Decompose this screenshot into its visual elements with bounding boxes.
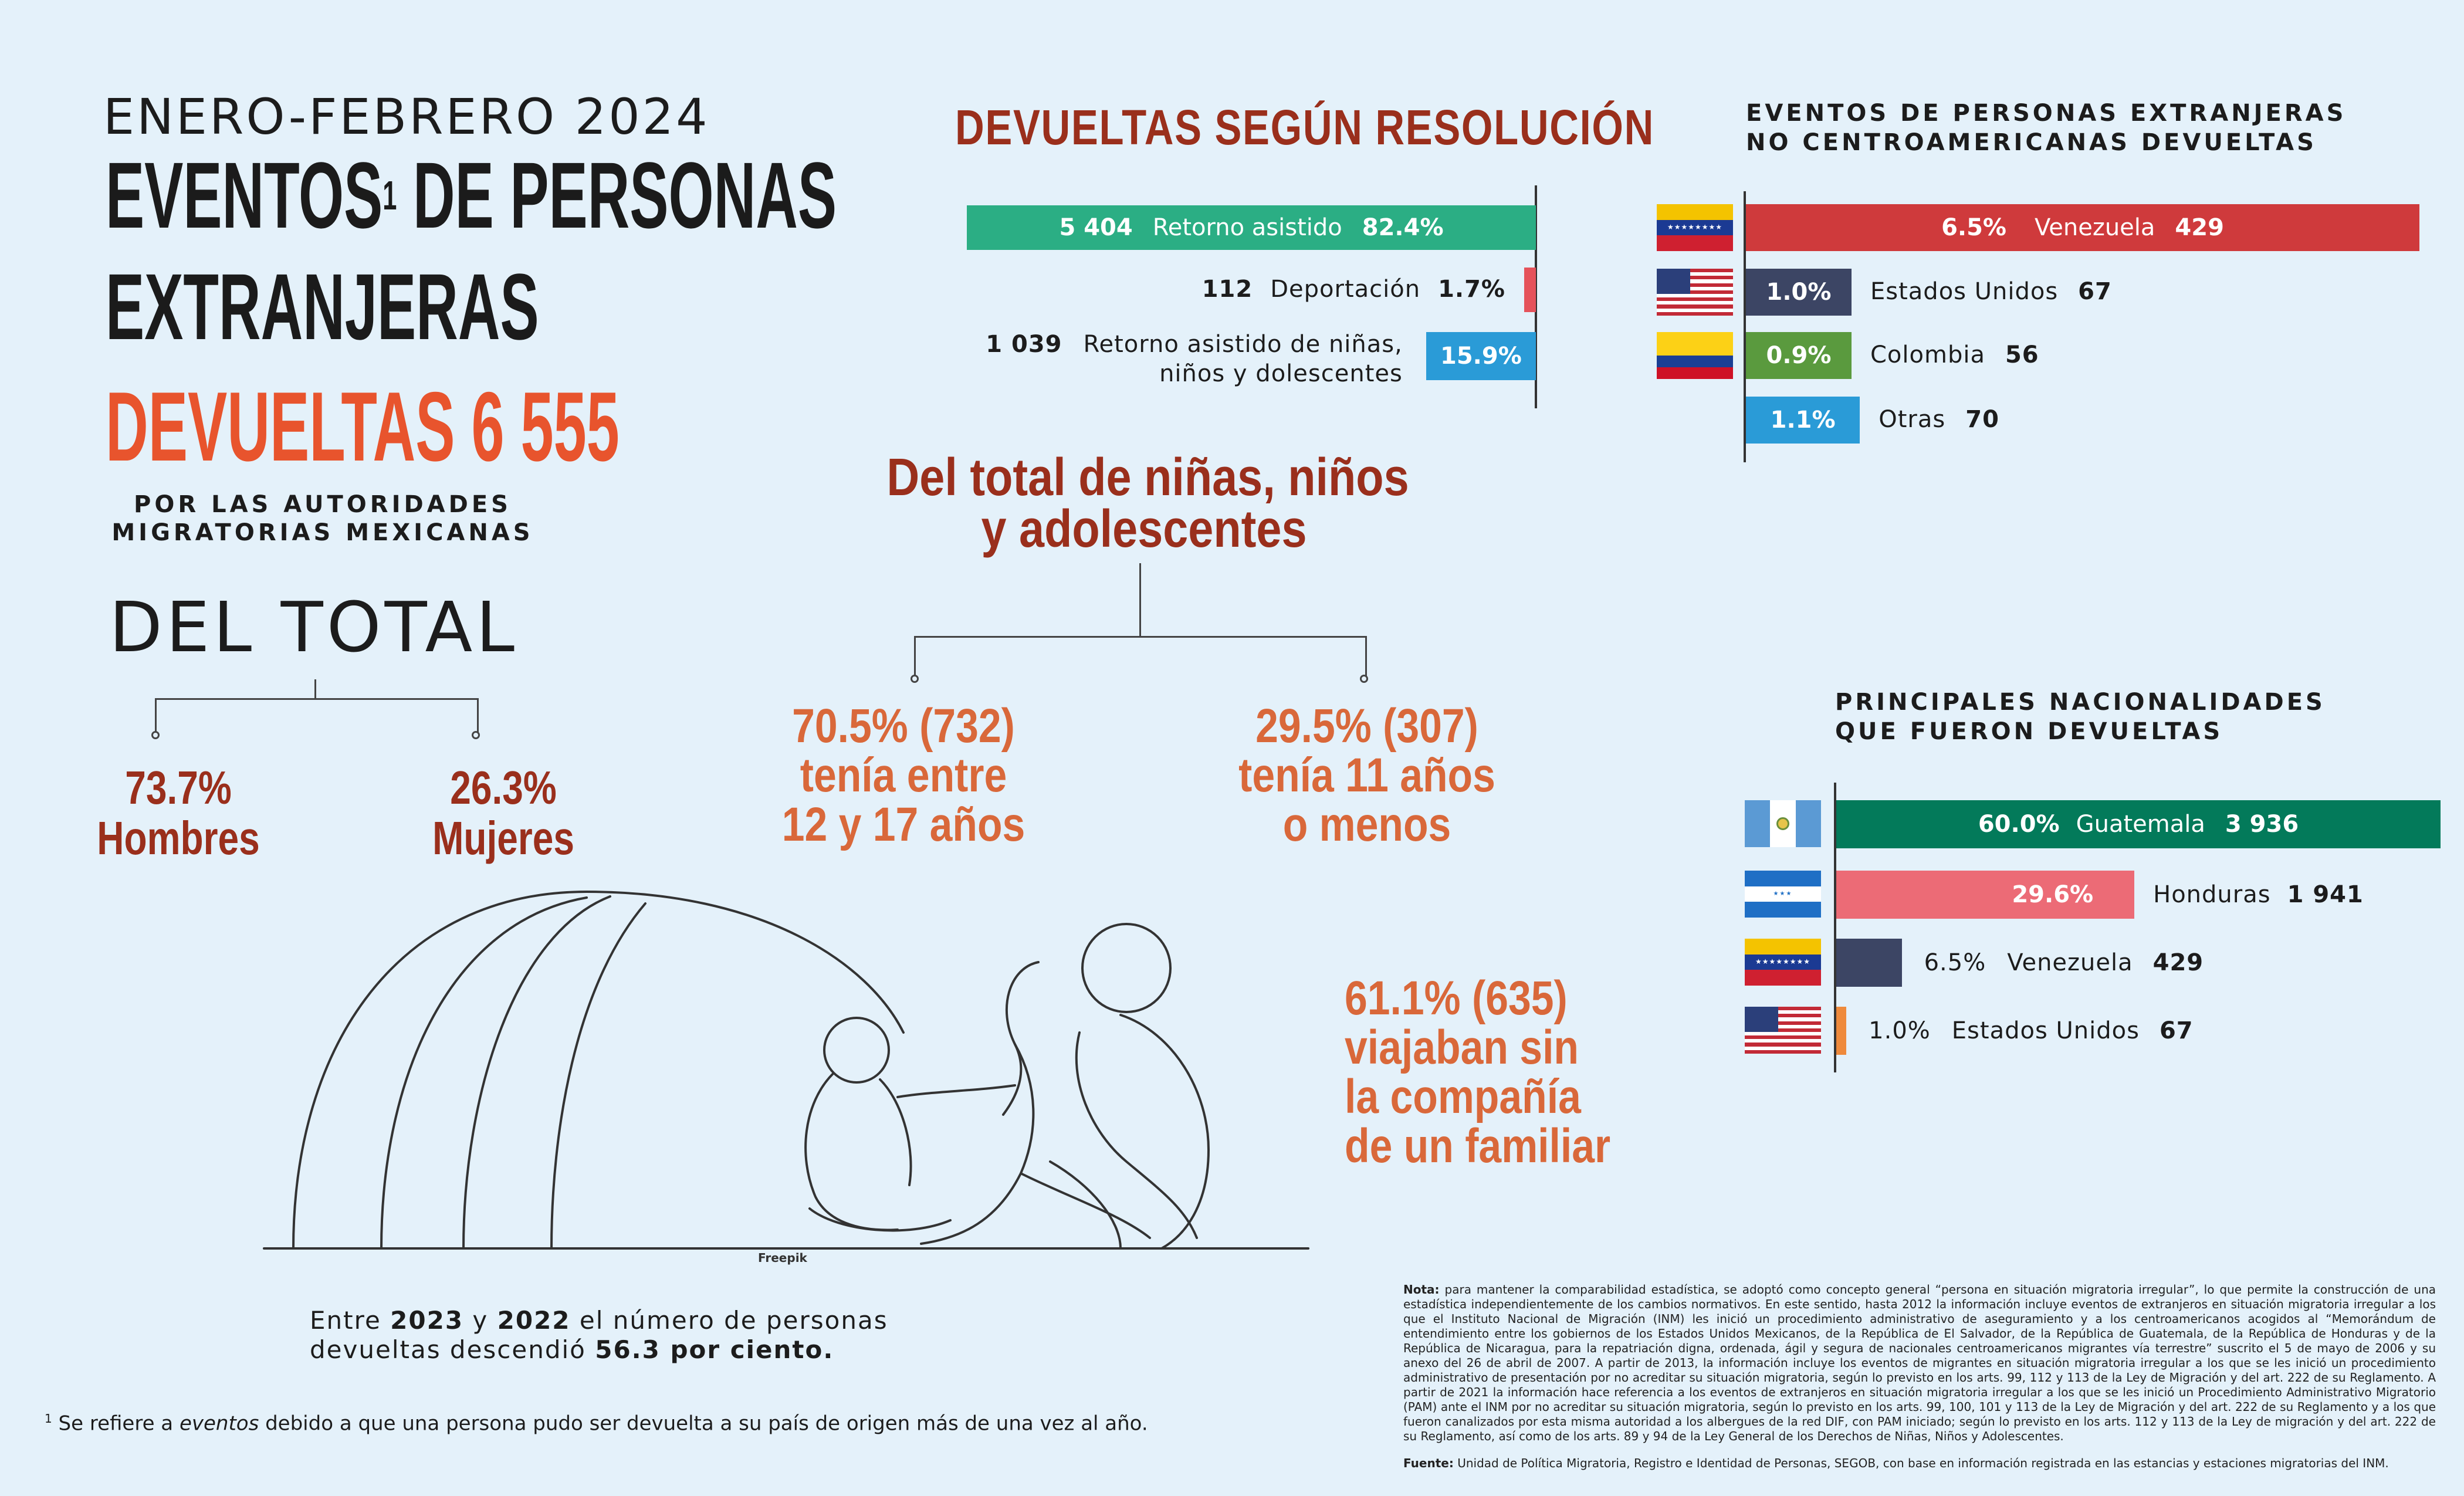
honduras-flag: ★★★ (1745, 871, 1821, 918)
no-centro-axis (1744, 191, 1746, 462)
bar-label: 1 039 Retorno asistido de niñas, niños y d… (986, 330, 1403, 388)
women-stat: 26.3% Mujeres (432, 761, 574, 864)
bar-label: Honduras 1 941 (2153, 881, 2364, 908)
bar-value-label: 1 941 (2287, 881, 2364, 908)
resolucion-bar: 5 404 Retorno asistido 82.4% (967, 205, 1536, 250)
del-total-branch (155, 698, 479, 734)
branch-dot (1360, 675, 1368, 683)
bar-percent-label: 1.1% (1770, 407, 1836, 434)
usa-flag (1657, 269, 1733, 316)
bar-value-label: 67 (2159, 1017, 2194, 1044)
bar-category-label: Estados Unidos (1951, 1017, 2140, 1044)
bar-label: 112 Deportación 1.7% (1202, 276, 1505, 303)
unaccompanied-stat: 61.1% (635) viajaban sin la compañía de … (1345, 972, 1611, 1173)
branch-dot (472, 731, 480, 739)
bar-percent-label: 6.5% (1924, 949, 1986, 976)
minors-12-17-stat: 70.5% (732) tenía entre 12 y 17 años (781, 699, 1025, 851)
principales-bar (1836, 939, 1902, 987)
no-centro-bar: 1.0% (1746, 269, 1852, 316)
source-note: Fuente: Unidad de Política Migratoria, R… (1403, 1456, 2389, 1470)
bar-category-label: Otras (1879, 406, 1946, 433)
principales-bar: 60.0% Guatemala 3 936 (1836, 800, 2441, 848)
bar-percent-label: 29.6% (2012, 881, 2094, 908)
bar-label: 1.0% Estados Unidos 67 (1869, 1017, 2193, 1044)
bar-percent-label: 1.0% (1869, 1017, 1931, 1044)
resolucion-title: DEVUELTAS SEGÚN RESOLUCIÓN (955, 100, 1655, 155)
bar-percent-label: 15.9% (1440, 343, 1522, 370)
men-stat: 73.7% Hombres (97, 761, 260, 864)
bar-category-label: Deportación (1270, 276, 1421, 303)
family-tent-illustration (263, 891, 1309, 1250)
bar-category-label: Estados Unidos (1870, 278, 2059, 305)
del-total-connector (314, 679, 316, 698)
bar-percent-label: 1.0% (1766, 279, 1832, 306)
methodology-note: Nota: para mantener la comparabilidad es… (1403, 1282, 2436, 1443)
venezuela-flag: ★★★★★★★★ (1657, 204, 1733, 251)
no-centro-bar: 0.9% (1746, 332, 1852, 379)
bar-label: Estados Unidos 67 (1870, 278, 2112, 305)
branch-dot (911, 675, 919, 683)
bar-value-label: 5 404 (1059, 214, 1133, 241)
resolucion-bar (1524, 268, 1536, 312)
venezuela-flag: ★★★★★★★★ (1745, 939, 1821, 986)
bar-category-label: Colombia (1870, 341, 1985, 368)
guatemala-flag (1745, 800, 1821, 847)
bar-percent-label: 0.9% (1766, 342, 1832, 369)
minors-under-11-stat: 29.5% (307) tenía 11 años o menos (1238, 699, 1495, 851)
del-total-title: DEL TOTAL (109, 587, 519, 668)
minors-connector (1139, 563, 1141, 636)
period-label: ENERO-FEBRERO 2024 (103, 88, 710, 145)
minors-branch (914, 636, 1367, 679)
main-title-line1: EVENTOS1 DE PERSONAS (106, 143, 837, 248)
bar-percent-label: 1.7% (1438, 276, 1505, 303)
principales-axis (1834, 783, 1836, 1072)
principales-title: PRINCIPALES NACIONALIDADES QUE FUERON DE… (1835, 689, 2326, 745)
footnote: 1 Se refiere a eventos debido a que una … (45, 1412, 1148, 1436)
bar-category-label: Retorno asistido de niñas, (1083, 331, 1403, 358)
bar-category-label: Venezuela (2007, 949, 2133, 976)
bar-category-label: Honduras (2153, 881, 2271, 908)
bar-percent-label: 82.4% (1362, 214, 1444, 241)
colombia-flag (1657, 332, 1733, 379)
bar-category-label: Retorno asistido (1152, 214, 1342, 241)
bar-value-label: 67 (2078, 278, 2112, 305)
branch-dot (151, 731, 160, 739)
bar-category-label: Guatemala (2076, 811, 2205, 838)
bar-value-label: 3 936 (2225, 811, 2299, 838)
main-title-line2: EXTRANJERAS (106, 254, 539, 359)
no-centro-bar: 6.5% Venezuela 429 (1746, 204, 2419, 251)
comparison-text: Entre 2023 y 2022 el número de personas … (310, 1306, 888, 1364)
usa-flag (1745, 1007, 1821, 1054)
no-centro-title: EVENTOS DE PERSONAS EXTRANJERAS NO CENTR… (1746, 100, 2347, 156)
bar-value-label: 1 039 (986, 331, 1062, 358)
illustration-credit: Freepik (758, 1251, 807, 1265)
bar-label: Otras 70 (1879, 406, 1999, 433)
bar-value-label: 429 (2152, 949, 2204, 976)
main-title-total: DEVUELTAS 6 555 (106, 371, 620, 482)
principales-bar: 29.6% (1836, 871, 2135, 919)
bar-value-label: 429 (2175, 214, 2224, 241)
bar-label: 6.5% Venezuela 429 (1924, 949, 2204, 976)
bar-category-label: niños y dolescentes (1159, 360, 1403, 387)
bar-percent-label: 6.5% (1941, 214, 2006, 241)
resolucion-axis (1535, 185, 1537, 408)
bar-label: Colombia 56 (1870, 341, 2039, 368)
no-centro-bar: 1.1% (1746, 397, 1860, 444)
bar-value-label: 112 (1201, 276, 1253, 303)
subtitle: POR LAS AUTORIDADES MIGRATORIAS MEXICANA… (111, 491, 534, 546)
minors-title: Del total de niñas, niños y adolescentes (886, 448, 1409, 559)
bar-value-label: 70 (1965, 406, 1999, 433)
resolucion-bar: 15.9% (1426, 332, 1536, 380)
bar-percent-label: 60.0% (1978, 811, 2060, 838)
bar-category-label: Venezuela (2035, 214, 2155, 241)
bar-value-label: 56 (2005, 341, 2039, 368)
principales-bar (1836, 1007, 1847, 1055)
